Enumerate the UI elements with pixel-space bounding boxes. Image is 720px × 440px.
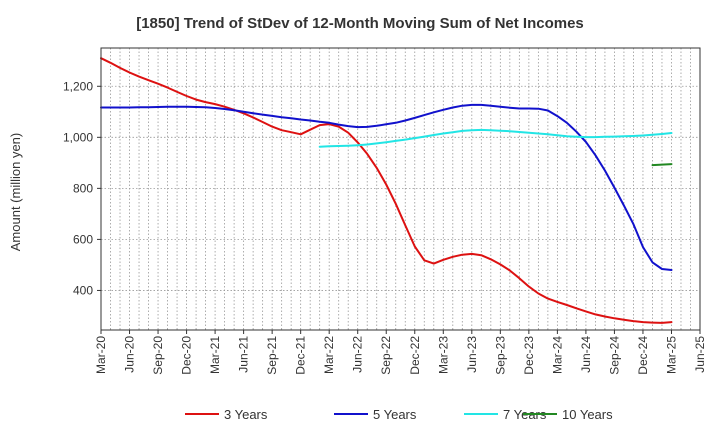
y-tick-label: 400 bbox=[73, 283, 93, 297]
x-tick-label: Sep-22 bbox=[379, 336, 393, 375]
x-tick-label: Jun-22 bbox=[351, 336, 365, 373]
legend: 3 Years 5 Years 7 Years 10 Years bbox=[185, 407, 613, 422]
y-tick-label: 1,000 bbox=[63, 130, 93, 144]
y-axis-ticks: 400 600 800 1,000 1,200 bbox=[63, 79, 101, 297]
x-tick-label: Jun-20 bbox=[123, 336, 137, 373]
y-tick-label: 600 bbox=[73, 232, 93, 246]
plot-area bbox=[101, 48, 700, 330]
x-tick-label: Sep-24 bbox=[607, 336, 621, 375]
x-axis-ticks: Mar-20 Jun-20 Sep-20 Dec-20 Mar-21 Jun-21 Sep-… bbox=[94, 330, 707, 375]
x-tick-label: Mar-24 bbox=[550, 336, 564, 374]
x-tick-label: Mar-21 bbox=[208, 336, 222, 374]
x-tick-label: Mar-25 bbox=[664, 336, 678, 374]
x-tick-label: Mar-20 bbox=[94, 336, 108, 374]
x-tick-label: Dec-24 bbox=[636, 336, 650, 375]
legend-label: 10 Years bbox=[562, 407, 613, 422]
x-tick-label: Jun-24 bbox=[579, 336, 593, 373]
x-tick-label: Sep-21 bbox=[265, 336, 279, 375]
x-tick-label: Sep-23 bbox=[493, 336, 507, 375]
legend-label: 5 Years bbox=[373, 407, 417, 422]
x-tick-label: Dec-22 bbox=[408, 336, 422, 375]
x-tick-label: Dec-23 bbox=[522, 336, 536, 375]
series-line-7-years bbox=[318, 128, 673, 148]
series-line-3-years bbox=[100, 57, 673, 324]
grid bbox=[101, 48, 700, 330]
x-tick-label: Jun-23 bbox=[465, 336, 479, 373]
x-tick-label: Mar-22 bbox=[322, 336, 336, 374]
chart-title: [1850] Trend of StDev of 12-Month Moving… bbox=[136, 15, 584, 32]
x-tick-label: Sep-20 bbox=[151, 336, 165, 375]
legend-label: 3 Years bbox=[224, 407, 268, 422]
x-tick-label: Jun-21 bbox=[237, 336, 251, 373]
series-lines bbox=[100, 57, 673, 324]
y-tick-label: 800 bbox=[73, 181, 93, 195]
x-tick-label: Mar-23 bbox=[436, 336, 450, 374]
x-tick-label: Dec-20 bbox=[180, 336, 194, 375]
y-axis-title: Amount (million yen) bbox=[8, 133, 23, 252]
plot-border bbox=[100, 47, 701, 331]
series-line-5-years bbox=[100, 103, 673, 271]
x-tick-label: Dec-21 bbox=[294, 336, 308, 375]
y-tick-label: 1,200 bbox=[63, 79, 93, 93]
x-tick-label: Jun-25 bbox=[693, 336, 707, 373]
series-line-10-years bbox=[651, 163, 673, 167]
